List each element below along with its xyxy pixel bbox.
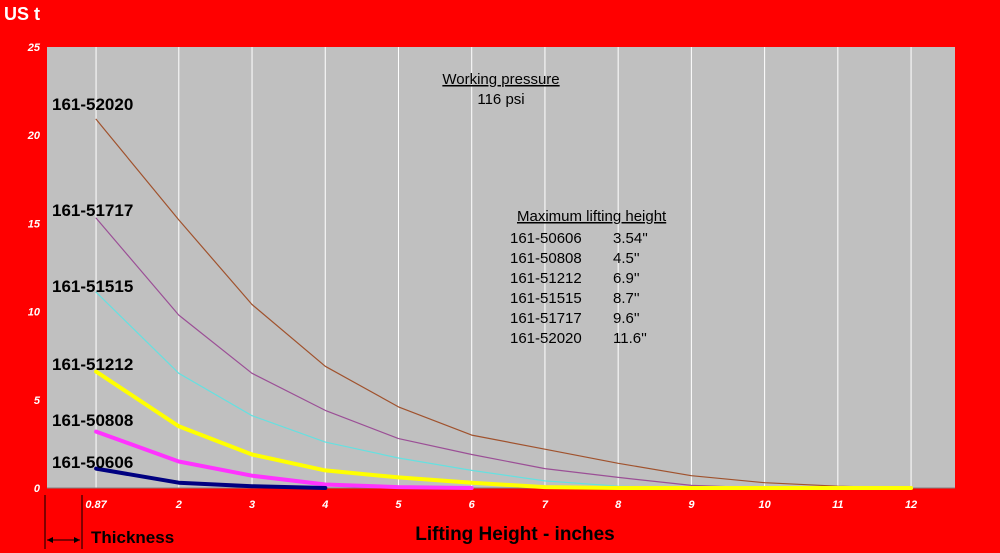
x-tick-label-2: 3 [249,499,255,511]
series-lines [94,118,914,490]
max-height-model-3: 161-51515 [510,290,582,307]
x-tick-label-10: 11 [832,499,843,511]
max-height-value-2: 6.9'' [613,270,640,287]
series-label-161-51717: 161-51717 [52,201,133,220]
max-height-model-0: 161-50606 [510,230,582,247]
series-line-161-52020 [95,118,912,489]
x-tick-label-11: 12 [905,499,917,511]
x-tick-label-4: 5 [395,499,402,511]
max-height-model-5: 161-52020 [510,330,582,347]
max-height-value-4: 9.6'' [613,310,640,327]
series-label-161-51212: 161-51212 [52,355,133,374]
x-axis-label: Lifting Height - inches [415,524,615,545]
thickness-marker [44,495,83,549]
series-label-161-50606: 161-50606 [52,453,133,472]
x-tick-label-1: 2 [175,499,182,511]
y-tick-label-1: 5 [34,395,41,407]
series-line-161-51212 [94,369,914,490]
x-tick-label-0: 0.87 [85,499,107,511]
x-tick-label-6: 7 [542,499,549,511]
y-tick-label-0: 0 [34,483,41,495]
thickness-label: Thickness [91,528,174,547]
y-tick-label-2: 10 [28,307,41,319]
max-height-value-1: 4.5'' [613,250,640,267]
max-height-value-3: 8.7'' [613,290,640,307]
series-label-161-52020: 161-52020 [52,95,133,114]
pressure-title: Working pressure [442,71,559,88]
max-height-value-5: 11.6'' [613,330,647,347]
max-height-model-2: 161-51212 [510,270,582,287]
series-label-161-50808: 161-50808 [52,411,133,430]
y-tick-label-4: 20 [27,130,41,142]
series-line-161-51717 [95,217,766,489]
max-height-model-4: 161-51717 [510,310,582,327]
max-height-title: Maximum lifting height [517,208,667,225]
series-line-161-51515 [95,291,693,489]
x-tick-label-8: 9 [688,499,695,511]
max-height-model-1: 161-50808 [510,250,582,267]
max-height-value-0: 3.54'' [613,230,648,247]
y-tick-label-5: 25 [27,42,41,54]
x-tick-label-7: 8 [615,499,622,511]
y-unit-label: US t [4,4,40,24]
series-line-161-50808 [94,429,474,490]
plot-area [47,47,955,488]
series-label-161-51515: 161-51515 [52,277,133,296]
x-tick-label-9: 10 [758,499,771,511]
axes: 0.87 2 3 4 5 6 7 8 9 10 11 12 0 5 10 15 20 25 [27,42,955,511]
max-height-table: 161-50606 3.54'' 161-50808 4.5'' 161-51212 6.… [510,230,648,347]
series-line-161-50606 [94,466,328,490]
grid [95,47,912,488]
x-tick-label-3: 4 [321,499,328,511]
y-tick-label-3: 15 [28,218,41,230]
pressure-value: 116 psi [477,91,524,108]
x-tick-label-5: 6 [469,499,476,511]
